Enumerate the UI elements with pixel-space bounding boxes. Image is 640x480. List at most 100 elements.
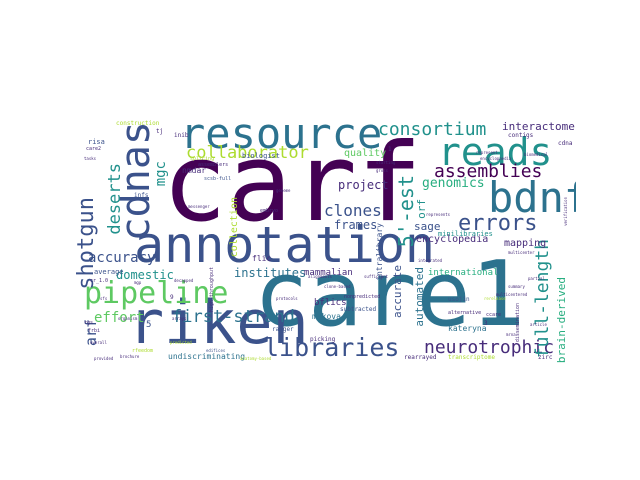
word-carf: carf: [162, 121, 423, 246]
word-international: international: [428, 268, 499, 278]
word-construction: construction: [116, 120, 160, 127]
word-splicing: splicing: [190, 156, 215, 162]
word-transcriptome: transcriptome: [448, 354, 495, 361]
word-libraries: libraries: [264, 333, 400, 362]
word-brochure: brochure: [120, 354, 140, 359]
word-nonpredicted: nonpredicted: [344, 294, 381, 300]
word-picking: picking: [310, 336, 336, 343]
word-sfs: sfs: [100, 296, 108, 301]
word-cr-1-0: cr_1.0: [90, 278, 109, 284]
word-geneme: geneme: [276, 188, 291, 193]
word-dissemination: dissemination: [515, 303, 521, 343]
word-collaborator: collaborator: [186, 143, 309, 163]
word-domestic: domestic: [116, 268, 174, 282]
word-accurate: accurate: [391, 265, 404, 318]
word-institutes: institutes: [234, 266, 307, 280]
word-clones: clones: [324, 201, 382, 220]
word-risa: risa: [88, 138, 105, 146]
word-average: average: [94, 268, 124, 276]
word-consortium: consortium: [378, 119, 487, 140]
word-9: 9: [170, 294, 174, 301]
word-assemblers: assemblers: [198, 162, 229, 168]
word-rerelease: rerelease: [484, 296, 506, 301]
word-tj: tj: [156, 128, 164, 135]
word-neurotrophic: neurotrophic: [424, 337, 555, 358]
word-rgs: rgs: [84, 320, 94, 326]
word-usojin: usojin: [448, 296, 470, 303]
word-first-strand: first-strand: [172, 307, 295, 327]
word-5: 5: [146, 320, 152, 330]
word-sage: sage: [414, 220, 441, 233]
word-scsb-full: scsb-full: [204, 176, 232, 182]
word-sufficient: sufficient: [364, 274, 389, 279]
word-rearrayed: rearrayed: [404, 354, 437, 361]
word-infs: infs: [134, 192, 149, 199]
word-represent: represent: [476, 150, 498, 155]
word-mgp: mgp: [134, 280, 142, 285]
word-subtracted: subtracted: [340, 306, 377, 313]
word-contigs: contigs: [508, 132, 534, 139]
word-cloud: carf care1 annotation resource riken pip…: [76, 117, 576, 367]
word-kateryna: kateryna: [448, 324, 487, 333]
word-genomics: genomics: [422, 176, 485, 191]
word-inib: inib: [174, 132, 189, 139]
word-annotation: annotation: [134, 216, 436, 274]
word-integrated: integrated: [418, 258, 443, 263]
word-partial: partial: [528, 276, 545, 281]
word-frbi: frbi: [88, 328, 101, 334]
word-article: article: [530, 322, 547, 327]
word-project: project: [338, 178, 389, 192]
word-nmdar: nmdar: [182, 166, 207, 175]
word-anatomy-based: anatomy-based: [240, 356, 272, 361]
word-care1: care1: [254, 242, 525, 347]
word-encyclopaedia: encyclopaedia: [480, 156, 512, 161]
word-5-est: 5'-est: [394, 175, 418, 248]
word-gross: gross: [376, 168, 389, 173]
word-bflics: bflics: [314, 298, 347, 308]
word-clone-based: clone-based: [324, 284, 351, 289]
word-undiscriminating: undiscriminating: [168, 352, 246, 361]
word-embryo: embryo: [260, 208, 279, 214]
word-encyclopedia: encyclopedia: [416, 234, 489, 245]
word-automated: automated: [413, 267, 426, 327]
word-resource: resource: [180, 117, 383, 158]
word-verification: verification: [563, 197, 568, 226]
word-high-throughput: high-throughput: [209, 267, 215, 313]
word-starting: starting: [376, 160, 396, 165]
word-zirc: zirc: [538, 354, 553, 361]
word-edifices: edifices: [206, 348, 226, 353]
word-ranger: ranger: [272, 326, 294, 333]
word-mrna: mrna: [506, 332, 516, 337]
word-collection: collection: [229, 197, 240, 258]
word-biologist: biologist: [242, 152, 280, 160]
word-mapping: mapping: [504, 238, 547, 249]
word-alternative: alternative: [448, 310, 482, 316]
word-decapped: decapped: [174, 278, 194, 283]
word-mammalian: mammalian: [304, 268, 353, 278]
word-1: 1: [388, 146, 392, 153]
word-frames: frames: [334, 218, 378, 232]
word-multicentered: multicentered: [496, 292, 528, 297]
word-full-length: full-length: [532, 239, 553, 359]
word-brain-derived: brain-derived: [555, 277, 568, 364]
word-messenger: messenger: [188, 204, 210, 209]
word-rfeedom: rfeedom: [132, 348, 154, 354]
word-effort: effort: [94, 310, 145, 326]
word-ccare: ccare: [486, 312, 502, 318]
word-pipeline: pipeline: [84, 276, 229, 311]
word-deserts: deserts: [105, 163, 125, 235]
word-accuracy: accuracy: [88, 250, 156, 266]
word-alignments: alignments: [308, 274, 333, 279]
word-flic: flic: [252, 254, 272, 263]
word-reads: reads: [438, 130, 553, 174]
word-assemblies: assemblies: [434, 161, 543, 182]
word-bdnf: bdnf: [488, 173, 576, 222]
word-quality: quality: [344, 148, 387, 159]
word-represents: represents: [426, 212, 451, 217]
word-tasks: tasks: [84, 156, 97, 161]
word-organism: organism: [118, 316, 138, 321]
word-overall: overall: [90, 340, 107, 345]
word-errors: errors: [458, 211, 538, 236]
word-provided: provided: [94, 356, 114, 361]
word-mgc: mgc: [153, 161, 169, 187]
